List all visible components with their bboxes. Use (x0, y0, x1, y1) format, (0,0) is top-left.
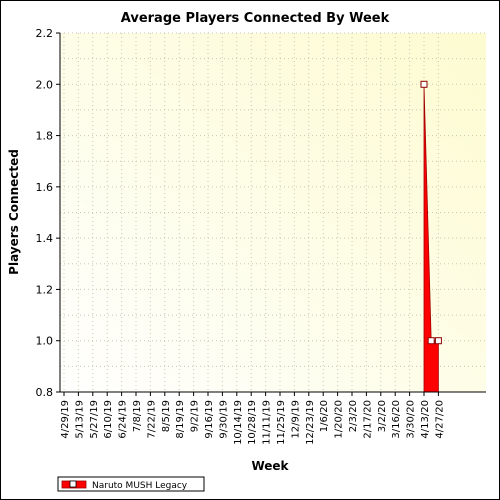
y-tick-label: 1.0 (36, 335, 54, 348)
x-tick-label: 11/25/19 (276, 400, 287, 445)
y-tick-label: 1.2 (36, 283, 54, 296)
y-tick-label: 2.0 (36, 78, 54, 91)
x-tick-label: 2/3/20 (348, 400, 359, 432)
x-tick-label: 2/17/20 (362, 400, 373, 439)
x-tick-label: 6/24/19 (118, 400, 129, 439)
x-tick-label: 3/2/20 (377, 400, 388, 432)
x-tick-label: 1/6/20 (319, 400, 330, 432)
data-point-marker (434, 337, 442, 345)
x-tick-label: 3/30/20 (406, 400, 417, 439)
x-tick-label: 11/11/19 (262, 400, 273, 445)
x-tick-label: 9/2/19 (190, 400, 201, 432)
y-tick-label: 1.4 (36, 232, 54, 245)
y-tick-label: 2.2 (36, 27, 54, 40)
x-tick-label: 12/23/19 (305, 400, 316, 445)
x-tick-label: 5/27/19 (89, 400, 100, 439)
x-tick-label: 8/5/19 (161, 400, 172, 432)
y-axis-label: Players Connected (7, 149, 21, 275)
x-tick-label: 8/19/19 (175, 400, 186, 439)
y-tick-label: 1.6 (36, 181, 54, 194)
x-tick-label: 9/16/19 (204, 400, 215, 439)
legend-box (57, 476, 205, 492)
x-tick-label: 4/13/20 (420, 400, 431, 439)
x-tick-label: 6/10/19 (103, 400, 114, 439)
x-tick-label: 4/27/20 (434, 400, 445, 439)
x-tick-label: 10/14/19 (233, 400, 244, 445)
data-point-marker (420, 80, 428, 88)
x-tick-label: 3/16/20 (391, 400, 402, 439)
y-tick-label: 1.8 (36, 130, 54, 143)
legend-marker-icon (69, 480, 77, 488)
legend-label: Naruto MUSH Legacy (92, 481, 188, 491)
x-tick-label: 7/22/19 (146, 400, 157, 439)
x-tick-label: 12/9/19 (290, 400, 301, 439)
y-ticks: 0.8 1.0 1.2 1.4 1.6 1.8 2.0 2.2 (36, 27, 60, 399)
x-tick-label: 9/30/19 (218, 400, 229, 439)
data-point-marker (427, 337, 435, 345)
x-tick-label: 10/28/19 (247, 400, 258, 445)
x-ticks: 4/29/19 5/13/19 5/27/19 6/10/19 6/24/19 7/8/1… (60, 392, 445, 445)
x-axis-label: Week (251, 459, 289, 473)
x-tick-label: 1/20/20 (334, 400, 345, 439)
chart-title: Average Players Connected By Week (121, 11, 390, 26)
x-tick-label: 4/29/19 (60, 400, 71, 439)
x-tick-label: 7/8/19 (132, 400, 143, 432)
grid-lines (60, 32, 486, 393)
legend: Naruto MUSH Legacy (57, 476, 205, 492)
x-tick-label: 5/13/19 (74, 400, 85, 439)
y-tick-label: 0.8 (36, 386, 54, 399)
